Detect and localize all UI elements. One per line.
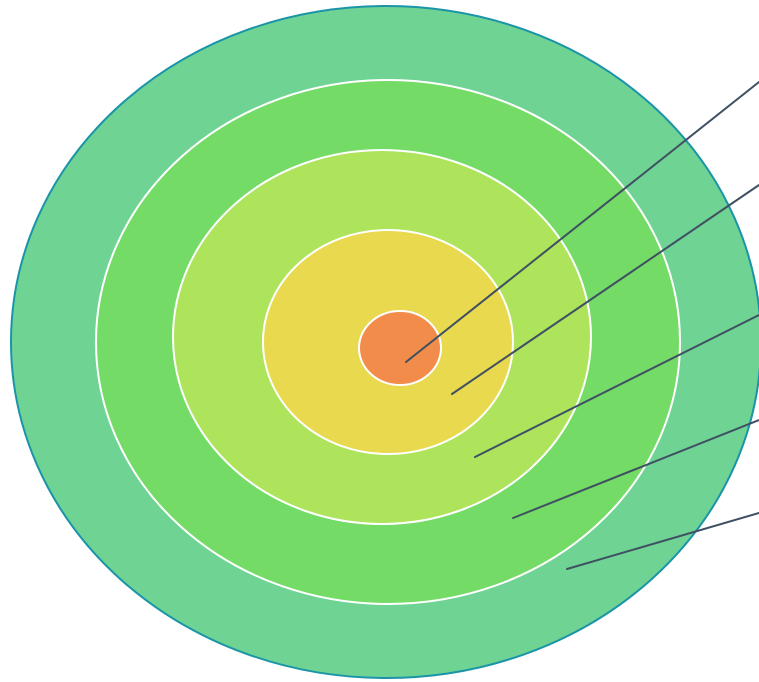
leader-lines-group <box>405 81 759 570</box>
leader-line-2 <box>451 184 759 395</box>
leader-line-3 <box>474 314 759 458</box>
leader-line-4 <box>512 419 759 519</box>
leader-line-1 <box>405 81 759 363</box>
leader-line-5 <box>566 512 759 570</box>
core <box>358 310 442 386</box>
rings-group <box>10 5 759 679</box>
